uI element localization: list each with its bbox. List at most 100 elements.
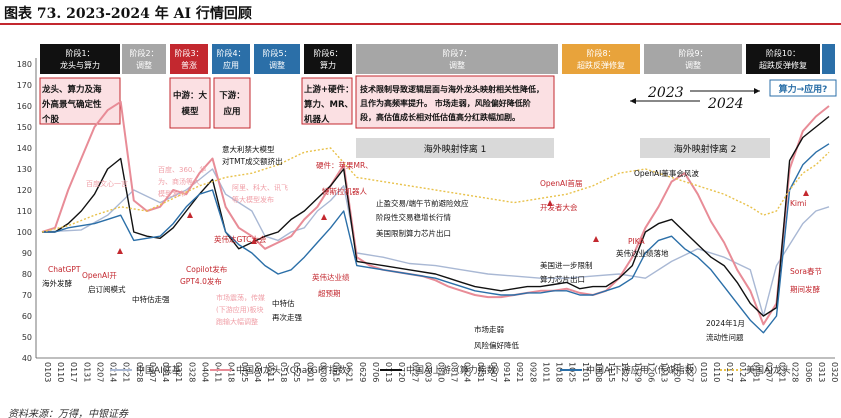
phase-label: 龙头与算力 [60,60,100,70]
divergence-label: 海外映射悖离 1 [424,143,487,155]
text-box-line: 龙头、算力及海 [41,84,102,95]
annotation-text: ChatGPT [48,265,81,274]
y-tick-label: 110 [17,207,32,216]
faint-note: 百度文心一言 [86,179,128,188]
text-box [301,77,353,125]
x-tick-label: 1122 [620,362,629,382]
y-tick-label: 90 [22,249,32,258]
year-label: 2023 [647,85,684,101]
x-tick-label: 0629 [358,362,367,382]
annotation-text: 开发者大会 [540,202,578,212]
year-arrow-head [754,88,760,94]
text-box-line: 外高景气确定性 [41,99,102,110]
event-arrow [117,248,123,254]
annotation-text: 对TMT成交额挤出 [222,156,283,166]
text-box [355,75,555,129]
x-tick-label: 0117 [725,362,734,382]
phase-band [212,44,250,74]
event-arrow [803,190,809,196]
text-box [213,77,251,129]
x-tick-label: 0307 [148,362,157,382]
annotation-text: Sora春节 [790,266,823,276]
phase-label: 超跌反弹修复 [577,60,625,70]
phase-band [746,44,820,74]
phase-label: 阶段2： [129,48,158,58]
legend-label: 美国AI龙头 [746,364,791,376]
phase-label: 阶段1： [65,48,94,58]
x-tick-label: 0313 [817,362,826,382]
x-tick-label: 0824 [463,362,472,382]
annotation-text: 风险偏好降低 [474,340,519,350]
phase-label: 阶段10： [766,48,800,58]
annotation-text: 启订阅模式 [88,284,126,294]
annotation-text: 2024年1月 [706,318,745,328]
text-box [39,77,121,125]
x-tick-label: 0103 [699,362,708,382]
series-line [41,168,830,317]
x-tick-label: 1025 [568,362,577,382]
x-tick-label: 0207 [95,362,104,382]
phase-band [40,44,120,74]
annotation-text: 算力芯片出口 [540,274,585,284]
y-tick-label: 100 [17,228,32,237]
text-box [169,77,211,129]
x-tick-label: 1129 [633,362,642,382]
x-tick-label: 0320 [830,362,839,382]
divergence-band [356,138,554,158]
x-tick-label: 0608 [318,362,327,382]
x-tick-label: 0504 [253,362,262,382]
x-tick-label: 0221 [122,362,131,382]
x-tick-label: 1011 [541,362,550,382]
annotation-text: 英伟达业绩 [312,272,350,282]
text-box-line: 且作为高频率提升。 市场走弱，风险偏好降低阶 [360,98,531,108]
y-tick-label: 70 [22,291,32,300]
phase-label: 超跌反弹修复 [759,60,807,70]
x-tick-label: 1115 [607,362,616,382]
x-tick-label: 0328 [187,362,196,382]
source-note: 资料来源：万得，中银证券 [8,409,128,418]
x-tick-label: 1206 [646,362,655,382]
x-tick-label: 0727 [410,362,419,382]
annotation-text: 超预期 [318,288,341,298]
x-tick-label: 0110 [56,362,65,382]
legend: 中国AI底基 中国AI龙头（ChatGPT指数） 中国AI上游（算力指数） 中国AI下… [110,364,791,376]
faint-note: 市场震荡，传媒 [216,293,265,302]
annotation-text: 美国进一步限制 [540,260,593,270]
annotation-text: 硬件：苹果MR、 [316,160,373,170]
x-tick-label: 0110 [712,362,721,382]
x-tick-label: 1220 [673,362,682,382]
x-tick-label: 0228 [791,362,800,382]
phase-band [122,44,166,74]
x-tick-label: 0914 [502,362,511,382]
annotation-text: 市场走弱 [474,324,504,334]
y-tick-label: 80 [22,270,32,279]
phase-label: 调整 [449,60,465,70]
ai-market-review-chart: 阶段1：龙头与算力阶段2：调整阶段3：普涨阶段4：应用阶段5：调整阶段6：算力阶… [17,44,839,382]
y-tick-label: 60 [22,312,32,321]
x-tick-label: 0124 [738,362,747,382]
x-tick-label: 0713 [384,362,393,382]
axes: 40 50 60 70 80 90 100 110 120 130 140 150 160 170 180 0… [17,58,839,382]
annotation-text: Copilot发布 [186,264,228,274]
annotation-text: 海外发酵 [42,278,72,288]
text-box-line: 算力→应用? [779,83,828,95]
annotation-text: 美国限制算力芯片出口 [376,228,451,238]
annotation-text: 中特估走强 [132,294,170,304]
annotation-text: 流动性问题 [706,332,744,342]
phase-band [356,44,558,74]
annotation-text: GPT4.0发布 [180,276,222,286]
x-tick-label: 1213 [659,362,668,382]
event-arrow [547,200,553,206]
x-tick-label: 0720 [397,362,406,382]
phase-label: 阶段9： [678,48,707,58]
phase-label: 算力 [320,60,336,70]
text-box-line: 模型 [181,106,199,117]
annotation-text: 英伟达GTC大会 [214,234,267,244]
phase-label: 普涨 [181,60,197,70]
annotation-text: 再次走强 [272,312,302,322]
event-arrow [321,214,327,220]
text-box-line: 技术限制导致逻辑层面与海外龙头映射相关性降低， [360,84,544,94]
